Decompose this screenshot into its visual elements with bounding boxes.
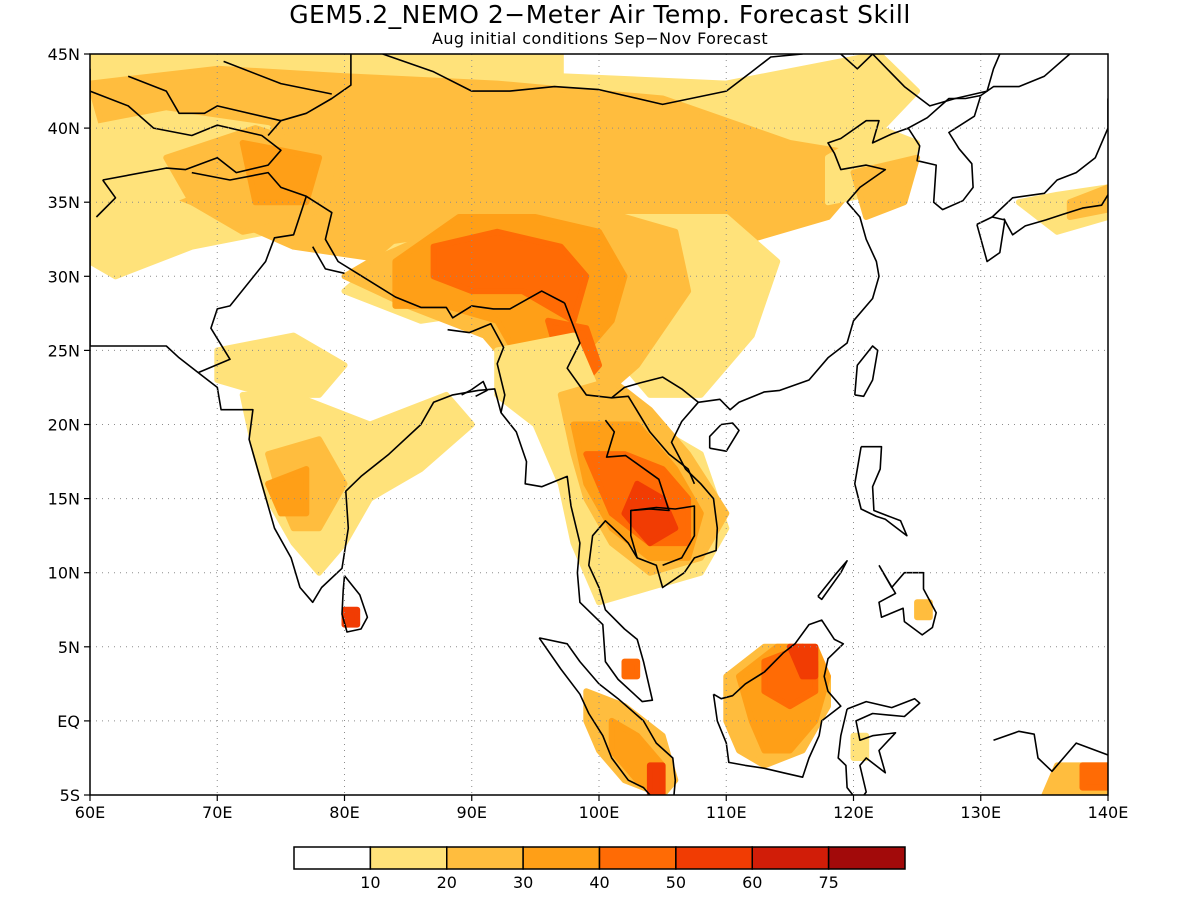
coastline-segment [267, 54, 352, 137]
coastline-segment [611, 395, 696, 485]
lat-tick-label: 45N [48, 45, 80, 64]
skill-contour-region [1079, 762, 1108, 791]
lon-tick-label: 130E [960, 803, 1001, 822]
coastline-segment [382, 54, 803, 106]
lon-tick-label: 80E [329, 803, 359, 822]
lat-tick-label: 5N [58, 638, 80, 657]
colorbar-swatch [293, 846, 372, 870]
skill-contour-region [621, 480, 679, 547]
skill-contour-region [914, 599, 933, 621]
coastline-segment [991, 98, 1108, 218]
coastline-segment [853, 445, 908, 537]
skill-contour-region [621, 658, 641, 680]
colorbar-level-label: 50 [666, 873, 686, 892]
colorbar-swatch [827, 846, 906, 870]
lat-tick-label: 15N [48, 490, 80, 509]
colorbar-level-label: 30 [513, 873, 533, 892]
chart-title: GEM5.2_NEMO 2−Meter Air Temp. Forecast S… [289, 0, 911, 29]
lon-tick-label: 70E [202, 803, 232, 822]
coastline-segment [127, 75, 282, 122]
skill-contour-region [265, 466, 310, 517]
coastline-segment [840, 54, 1001, 107]
coastline-segment [538, 637, 677, 795]
skill-contour-region [341, 606, 361, 628]
coastline-segment [907, 94, 981, 129]
colorbar-swatch [522, 846, 601, 870]
coastline-segment [1002, 194, 1108, 236]
lat-tick-label: 5S [60, 786, 80, 805]
coastline-segment [630, 505, 696, 567]
lon-tick-label: 100E [579, 803, 620, 822]
coastline-segment [712, 619, 845, 779]
coastlines [90, 54, 1108, 795]
colorbar-level-label: 75 [818, 873, 838, 892]
colorbar-swatch [751, 846, 830, 870]
chart-subtitle: Aug initial conditions Sep−Nov Forecast [432, 29, 768, 48]
lat-tick-label: 20N [48, 416, 80, 435]
skill-contour-region [214, 332, 348, 398]
colorbar-level-label: 40 [589, 873, 609, 892]
colorbar-swatch [598, 846, 677, 870]
coastline-segment [976, 216, 1006, 263]
axes: 60E 70E 80E 90E 100E 110E 120E 130E 140E 45N 40N 35… [48, 45, 1129, 822]
coastline-segment [854, 345, 879, 398]
lat-tick-label: 25N [48, 341, 80, 360]
coastline-segment [197, 196, 308, 374]
coastline-segment [223, 60, 332, 95]
colorbar-level-label: 10 [360, 873, 380, 892]
skill-shading [90, 54, 1108, 795]
coastline-segment [708, 422, 740, 453]
lat-tick-label: EQ [57, 712, 80, 731]
colorbar-swatch [446, 846, 524, 870]
skill-contour-region [430, 228, 590, 324]
coastline-segment [90, 90, 282, 181]
lon-tick-label: 110E [706, 803, 747, 822]
coastline-segment [191, 171, 565, 319]
colorbar-level-label: 20 [437, 873, 457, 892]
coastline-segment [341, 575, 369, 633]
lat-tick-label: 35N [48, 193, 80, 212]
coastline-segment [817, 559, 848, 601]
coastline-segment [447, 322, 506, 413]
skill-contour-region [786, 643, 819, 680]
coastline-segment [312, 246, 345, 275]
lon-tick-label: 60E [75, 803, 105, 822]
skill-contour-region [646, 762, 666, 795]
coastline-segment [993, 730, 1108, 773]
lat-tick-label: 30N [48, 267, 80, 286]
lat-tick-label: 10N [48, 564, 80, 583]
coastline-segment [95, 179, 117, 218]
colorbar-swatch [675, 846, 753, 870]
lon-tick-label: 120E [833, 803, 874, 822]
coastline-segment [837, 697, 921, 795]
lat-tick-label: 40N [48, 119, 80, 138]
colorbar-level-label: 60 [742, 873, 762, 892]
colorbar-swatch [369, 846, 448, 870]
coastline-segment [461, 380, 488, 398]
coastline-segment [878, 564, 938, 636]
coastline-segment [604, 419, 670, 559]
lon-tick-label: 90E [457, 803, 487, 822]
skill-contour-region [850, 154, 921, 220]
colorbar: 10 20 30 40 50 60 75 [293, 846, 906, 892]
lon-tick-label: 140E [1088, 803, 1129, 822]
coastline-segment [563, 302, 699, 403]
